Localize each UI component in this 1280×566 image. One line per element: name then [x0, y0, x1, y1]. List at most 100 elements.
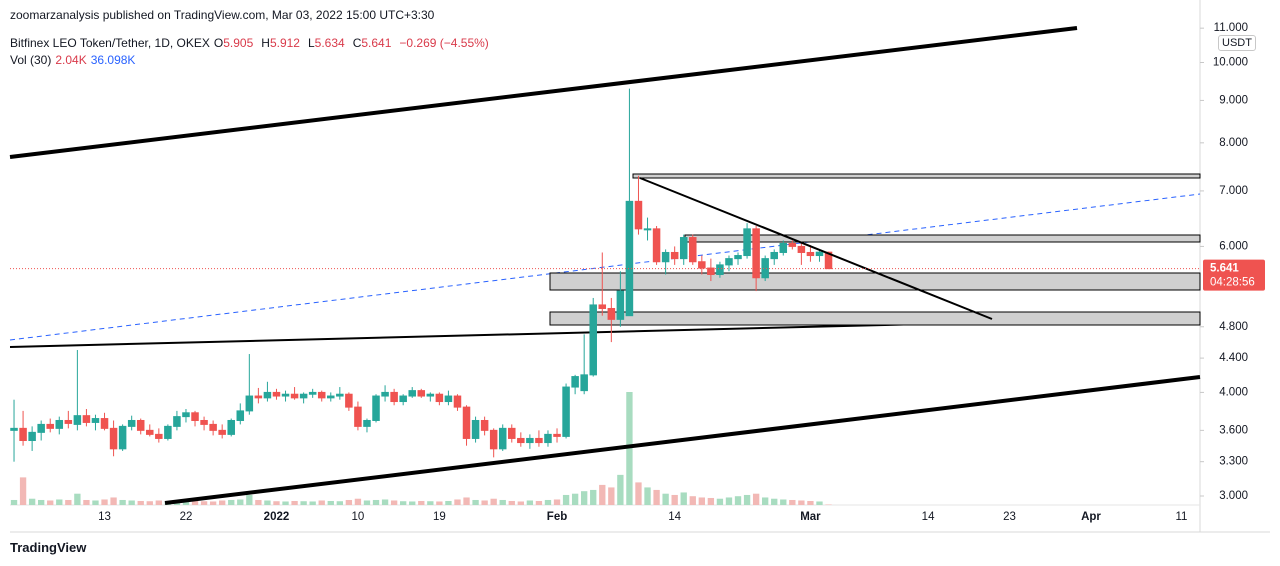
candle-body — [317, 391, 326, 399]
volume-bar — [608, 487, 615, 505]
candle-body — [91, 418, 100, 423]
candle-body — [336, 393, 344, 397]
volume-bar — [599, 484, 606, 505]
candle-body — [770, 251, 778, 260]
x-tick-label: 10 — [352, 511, 365, 523]
volume-bar — [101, 499, 108, 505]
candle-body — [136, 419, 145, 431]
volume-bar — [28, 498, 36, 505]
volume-bar — [454, 499, 461, 505]
candle-body — [444, 395, 453, 403]
candle-body — [363, 419, 371, 427]
candle-body — [64, 419, 73, 424]
candle-body — [806, 251, 815, 257]
volume-bar — [390, 500, 398, 505]
zone — [684, 234, 1201, 243]
volume-bar — [617, 474, 624, 505]
volume-title: Vol (30) — [10, 53, 52, 67]
volume-bar — [490, 498, 497, 505]
currency-button[interactable]: USDT — [1218, 35, 1256, 51]
volume-bar — [499, 499, 506, 505]
y-tick-label: 9.000 — [1219, 94, 1248, 106]
volume-bar — [725, 497, 733, 505]
candle-body — [55, 419, 64, 429]
volume-bar — [544, 499, 552, 505]
candle-body — [46, 423, 54, 429]
candle-body — [299, 393, 308, 399]
volume-bar — [481, 500, 488, 505]
price-change: −0.269 (−4.55%) — [399, 36, 489, 50]
candle-body — [218, 429, 226, 435]
zone — [632, 173, 1201, 179]
volume-bar — [10, 499, 18, 505]
volume-bar — [427, 501, 434, 505]
candle-body — [82, 415, 91, 423]
volume-bar — [155, 500, 162, 505]
candle-body — [290, 393, 299, 399]
volume-bar — [553, 499, 561, 505]
volume-bar — [182, 500, 190, 505]
x-tick-label: 19 — [433, 511, 446, 523]
volume-bar — [137, 500, 144, 505]
candle-body — [471, 419, 480, 439]
candle-body — [670, 251, 679, 260]
candle-body — [381, 391, 389, 397]
ohlc-field: L5.634 — [308, 36, 349, 50]
y-tick-label: 3.000 — [1219, 490, 1248, 502]
candle-body — [155, 433, 163, 439]
volume-bar — [743, 494, 751, 505]
volume-bar — [526, 500, 534, 505]
candle-body — [652, 228, 661, 263]
ohlc-field: C5.641 — [353, 36, 396, 50]
volume-bar — [354, 498, 362, 505]
volume-bar — [671, 494, 678, 505]
candle-body — [571, 376, 579, 388]
volume-bar — [291, 500, 298, 505]
y-tick-label: 6.000 — [1219, 240, 1248, 252]
candle-body — [462, 406, 471, 439]
x-tick-label: 11 — [1175, 511, 1187, 523]
candle-body — [417, 390, 426, 397]
zone — [549, 272, 1201, 291]
volume-bar — [752, 493, 760, 505]
volume-bar — [146, 501, 153, 505]
brand-text: TradingView — [10, 540, 87, 555]
volume-bar — [110, 497, 117, 505]
volume-bar — [191, 500, 199, 505]
symbol: Bitfinex LEO Token/Tether, 1D, OKEX — [10, 36, 210, 50]
volume-bar — [762, 497, 769, 505]
candle-body — [725, 258, 733, 266]
volume-bar — [698, 497, 705, 505]
candle-body — [625, 200, 634, 317]
zone — [549, 311, 1201, 326]
volume-bar — [345, 499, 353, 505]
volume-bar — [92, 500, 99, 505]
volume-bar — [273, 501, 280, 505]
candle-body — [10, 427, 18, 431]
candle-body — [327, 395, 335, 399]
candle-body — [146, 429, 154, 435]
candle-body — [562, 386, 570, 437]
volume-bar — [83, 499, 90, 505]
volume-bar — [318, 500, 325, 505]
candle-body — [824, 251, 833, 270]
candle-body — [109, 427, 118, 450]
ohlc-value: 5.634 — [314, 36, 345, 50]
volume-bar — [644, 487, 651, 505]
ohlc-field: H5.912 — [261, 36, 304, 50]
volume-bar — [789, 499, 796, 505]
last-price-label: 5.641 — [1210, 263, 1239, 275]
candle-body — [272, 391, 281, 397]
candle-body — [191, 412, 199, 421]
volume-bar — [381, 499, 389, 505]
volume-bar — [689, 496, 696, 505]
candles — [10, 88, 833, 462]
volume-bar — [264, 500, 271, 505]
y-tick-label: 3.600 — [1219, 424, 1248, 436]
y-tick-label: 8.000 — [1219, 137, 1248, 149]
candle-body — [28, 431, 36, 442]
volume-bar — [56, 499, 63, 505]
ohlc-value: 5.912 — [269, 36, 300, 50]
volume-bar — [535, 500, 543, 505]
